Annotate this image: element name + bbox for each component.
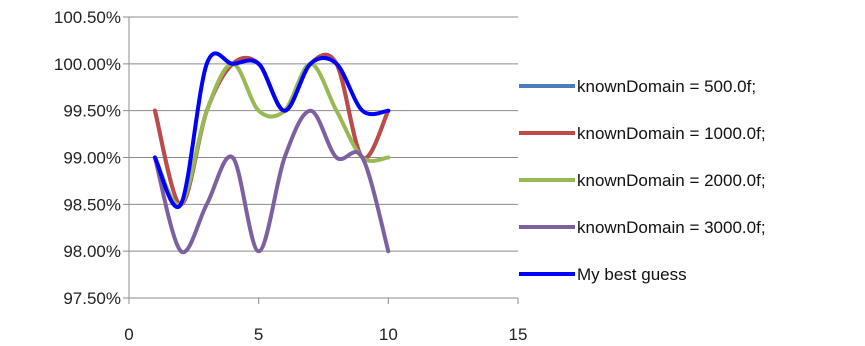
x-tick-label: 10: [379, 325, 398, 344]
y-tick-label: 99.50%: [63, 102, 121, 121]
series-lines: [152, 51, 391, 255]
series-line-my-best-guess: [152, 51, 391, 209]
series-line-knowndomain-3000-0f: [152, 108, 391, 255]
x-tick-label: 15: [509, 325, 528, 344]
y-tick-label: 100.00%: [54, 55, 121, 74]
y-tick-labels: 97.50% 98.00% 98.50% 99.00% 99.50% 100.00% 100…: [54, 8, 121, 308]
legend: knownDomain = 500.0f; knownDomain = 1000.…: [519, 77, 766, 284]
series-line-knowndomain-2000-0f: [152, 61, 391, 208]
x-tick-labels: 0 5 10 15: [124, 325, 527, 344]
legend-label: knownDomain = 2000.0f;: [577, 171, 766, 190]
legend-label: knownDomain = 500.0f;: [577, 77, 756, 96]
x-tick-label: 0: [124, 325, 133, 344]
legend-label: knownDomain = 3000.0f;: [577, 218, 766, 237]
y-tick-label: 99.00%: [63, 149, 121, 168]
y-tick-label: 100.50%: [54, 8, 121, 27]
y-tick-label: 98.00%: [63, 242, 121, 261]
legend-label: My best guess: [577, 265, 687, 284]
y-tick-label: 97.50%: [63, 289, 121, 308]
legend-label: knownDomain = 1000.0f;: [577, 124, 766, 143]
y-tick-label: 98.50%: [63, 195, 121, 214]
x-tick-label: 5: [254, 325, 263, 344]
axes: [128, 17, 519, 304]
